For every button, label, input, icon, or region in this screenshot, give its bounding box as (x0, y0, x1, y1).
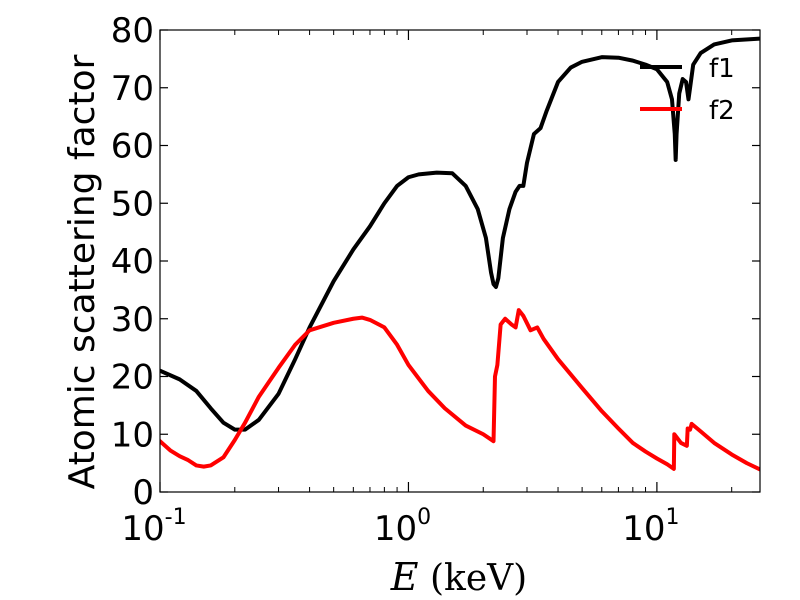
y-tick-label: 40 (111, 242, 154, 282)
y-tick-label: 0 (132, 473, 154, 513)
y-tick-label: 60 (111, 127, 154, 167)
x-axis-label: E (keV) (390, 555, 527, 599)
legend-label-f1: f1 (709, 54, 735, 84)
series-layer (160, 36, 760, 472)
y-tick-label: 80 (111, 11, 154, 51)
x-tick-label: 10-1 (121, 505, 186, 549)
x-axis-label-unit: (keV) (419, 558, 528, 599)
y-tick-label: 70 (111, 69, 154, 109)
x-tick-label: 100 (374, 505, 431, 549)
y-tick-label: 10 (111, 415, 154, 455)
y-tick-label: 20 (111, 358, 154, 398)
legend-label-f2: f2 (709, 96, 735, 126)
x-axis-label-variable: E (390, 555, 419, 599)
series-line-f2 (160, 308, 760, 472)
y-axis-label: Atomic scattering factor (62, 54, 103, 489)
y-tick-label: 30 (111, 300, 154, 340)
ticks-layer: 0 10 20 30 40 50 60 70 80 10-1 100 101 (111, 11, 760, 549)
x-tick-label: 101 (622, 505, 679, 549)
series-line-f1 (160, 36, 760, 432)
y-tick-label: 50 (111, 184, 154, 224)
